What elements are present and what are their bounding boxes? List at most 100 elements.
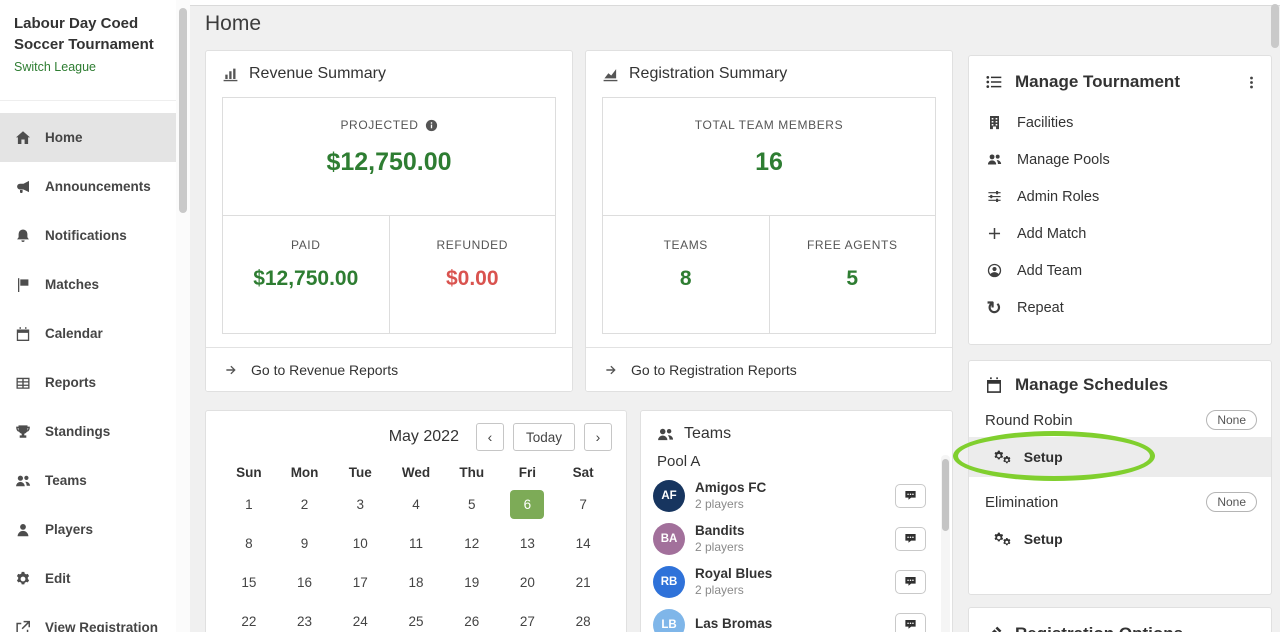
calendar-day[interactable]: 22 bbox=[241, 614, 257, 629]
team-row: LB Las Bromas bbox=[641, 603, 952, 632]
calendar-day[interactable]: 13 bbox=[519, 536, 535, 551]
team-info: Las Bromas bbox=[695, 616, 885, 632]
go-to-revenue-reports-link[interactable]: Go to Revenue Reports bbox=[206, 347, 572, 391]
sidebar-item-announcements[interactable]: Announcements bbox=[0, 162, 176, 211]
sidebar-scrollbar-thumb[interactable] bbox=[179, 8, 187, 213]
calendar-month-label: May 2022 bbox=[388, 428, 459, 445]
team-chat-button[interactable] bbox=[895, 612, 926, 632]
calendar-day[interactable]: 23 bbox=[297, 614, 313, 629]
sidebar-item-standings[interactable]: Standings bbox=[0, 407, 176, 456]
sidebar-item-edit[interactable]: Edit bbox=[0, 554, 176, 603]
day-header: Thu bbox=[459, 464, 485, 480]
chat-icon bbox=[904, 532, 917, 545]
calendar-day[interactable]: 26 bbox=[464, 614, 480, 629]
go-to-registration-reports-link[interactable]: Go to Registration Reports bbox=[586, 347, 952, 391]
menu-item-add-match[interactable]: Add Match bbox=[969, 215, 1271, 252]
sidebar-item-reports[interactable]: Reports bbox=[0, 358, 176, 407]
calendar-day[interactable]: 6 bbox=[500, 485, 556, 524]
calendar-day[interactable]: 2 bbox=[300, 497, 309, 512]
sidebar: Labour Day Coed Soccer Tournament Switch… bbox=[0, 0, 176, 632]
team-chat-button[interactable] bbox=[895, 526, 926, 551]
calendar-day[interactable]: 18 bbox=[408, 575, 424, 590]
teams-scrollbar-thumb[interactable] bbox=[942, 459, 949, 531]
team-player-count: 2 players bbox=[695, 583, 744, 597]
sidebar-header: Labour Day Coed Soccer Tournament Switch… bbox=[0, 0, 176, 88]
calendar-day[interactable]: 10 bbox=[352, 536, 368, 551]
calendar-day[interactable]: 21 bbox=[575, 575, 591, 590]
calendar-day[interactable]: 17 bbox=[352, 575, 368, 590]
calendar-day[interactable]: 15 bbox=[241, 575, 257, 590]
projected-value: $12,750.00 bbox=[326, 148, 452, 176]
elimination-label: Elimination bbox=[985, 493, 1059, 511]
menu-item-facilities[interactable]: Facilities bbox=[969, 104, 1271, 141]
window-scrollbar-thumb[interactable] bbox=[1271, 4, 1279, 48]
menu-item-label: Facilities bbox=[1017, 114, 1074, 131]
calendar-next-button[interactable]: › bbox=[584, 423, 612, 451]
chat-icon bbox=[904, 618, 917, 631]
teams-cell: TEAMS 8 bbox=[603, 216, 769, 333]
calendar-day[interactable]: 14 bbox=[575, 536, 591, 551]
calendar-day[interactable]: 7 bbox=[579, 497, 587, 512]
elimination-setup-button[interactable]: Setup bbox=[969, 519, 1271, 559]
sidebar-item-notifications[interactable]: Notifications bbox=[0, 211, 176, 260]
manage-tournament-header: Manage Tournament bbox=[969, 56, 1271, 104]
calendar-day[interactable]: 16 bbox=[297, 575, 313, 590]
registration-stat-box: TOTAL TEAM MEMBERS 16 TEAMS 8 FREE AGENT… bbox=[602, 97, 936, 334]
refresh-icon: ↻ bbox=[986, 297, 1002, 318]
calendar-day[interactable]: 24 bbox=[352, 614, 368, 629]
calendar-day[interactable]: 28 bbox=[575, 614, 591, 629]
tournament-title: Labour Day Coed Soccer Tournament bbox=[14, 15, 154, 53]
total-members-section: TOTAL TEAM MEMBERS 16 bbox=[603, 98, 935, 215]
calendar-day[interactable]: 3 bbox=[356, 497, 365, 512]
menu-item-manage-pools[interactable]: Manage Pools bbox=[969, 141, 1271, 178]
avatar: BA bbox=[653, 522, 685, 555]
sidebar-scrollbar[interactable] bbox=[176, 0, 190, 632]
free-agents-cell: FREE AGENTS 5 bbox=[768, 216, 936, 333]
calendar-day[interactable]: 27 bbox=[519, 614, 535, 629]
menu-item-repeat[interactable]: ↻ Repeat bbox=[969, 289, 1271, 326]
calendar-today-button[interactable]: Today bbox=[512, 423, 575, 451]
calendar-prev-button[interactable]: ‹ bbox=[475, 423, 504, 451]
window-scrollbar[interactable] bbox=[1270, 0, 1280, 632]
revenue-stat-box: PROJECTED $12,750.00 PAID $12,750.00 REF… bbox=[222, 97, 556, 334]
sidebar-item-teams[interactable]: Teams bbox=[0, 456, 176, 505]
calendar-day[interactable]: 5 bbox=[467, 497, 476, 512]
calendar-day[interactable]: 9 bbox=[300, 536, 309, 551]
team-chat-button[interactable] bbox=[895, 483, 926, 508]
sidebar-item-calendar[interactable]: Calendar bbox=[0, 309, 176, 358]
teams-scrollbar[interactable] bbox=[941, 455, 950, 632]
registration-summary-header: Registration Summary bbox=[586, 51, 952, 95]
calendar-day[interactable]: 25 bbox=[408, 614, 424, 629]
pencil-icon bbox=[985, 625, 1003, 632]
arrow-right-icon bbox=[224, 363, 238, 377]
day-header: Sun bbox=[236, 464, 262, 480]
user-icon bbox=[14, 522, 32, 538]
menu-item-label: Admin Roles bbox=[1017, 188, 1100, 205]
setup-label: Setup bbox=[1023, 449, 1063, 465]
kebab-menu-icon[interactable] bbox=[1237, 68, 1265, 96]
area-chart-icon bbox=[602, 66, 619, 83]
sidebar-item-view-registration[interactable]: View Registration bbox=[0, 603, 176, 632]
switch-league-link[interactable]: Switch League bbox=[14, 60, 97, 74]
day-header: Tue bbox=[348, 464, 372, 480]
sidebar-item-players[interactable]: Players bbox=[0, 505, 176, 554]
sidebar-item-matches[interactable]: Matches bbox=[0, 260, 176, 309]
calendar-grid: 1 2 3 4 5 6 7 8 9 10 11 12 13 14 15 16 17 18 19 20 21 22 23 24 2… bbox=[206, 485, 626, 632]
calendar-day[interactable]: 11 bbox=[408, 536, 423, 551]
menu-item-admin-roles[interactable]: Admin Roles bbox=[969, 178, 1271, 215]
sidebar-item-home[interactable]: Home bbox=[0, 113, 176, 162]
trophy-icon bbox=[14, 424, 32, 440]
calendar-day[interactable]: 20 bbox=[519, 575, 535, 590]
round-robin-setup-button[interactable]: Setup bbox=[969, 437, 1271, 477]
calendar-day[interactable]: 12 bbox=[464, 536, 480, 551]
day-header: Fri bbox=[518, 464, 537, 480]
team-chat-button[interactable] bbox=[895, 569, 926, 594]
calendar-day[interactable]: 19 bbox=[464, 575, 480, 590]
menu-item-add-team[interactable]: Add Team bbox=[969, 252, 1271, 289]
calendar-day[interactable]: 8 bbox=[245, 536, 253, 551]
calendar-day[interactable]: 1 bbox=[245, 497, 253, 512]
team-player-count: 2 players bbox=[695, 497, 744, 511]
calendar-day[interactable]: 4 bbox=[412, 497, 420, 512]
menu-item-label: Add Team bbox=[1017, 262, 1083, 279]
registration-summary-card: Registration Summary TOTAL TEAM MEMBERS … bbox=[585, 50, 953, 392]
